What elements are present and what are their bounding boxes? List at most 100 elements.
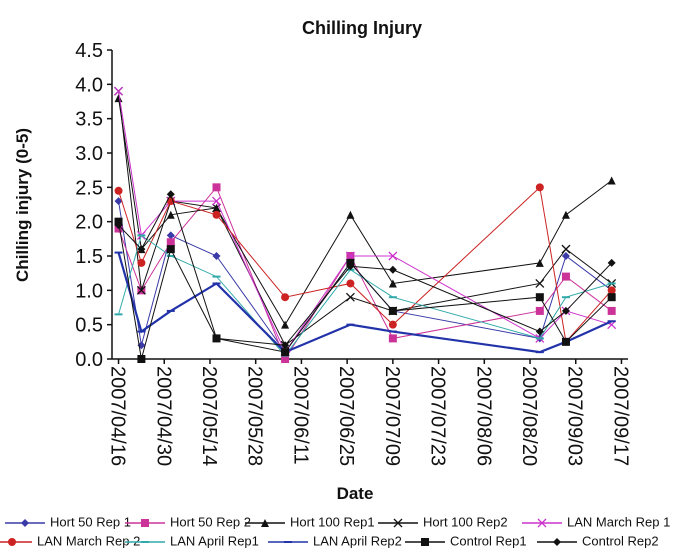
marker: [212, 203, 221, 213]
chart-title: Chilling Injury: [302, 18, 422, 38]
x-tick-label: 2007/04/30: [152, 366, 174, 466]
y-tick-label: 3.0: [75, 143, 103, 165]
legend-label: Hort 50 Rep 2: [170, 514, 251, 529]
marker: [141, 519, 149, 527]
marker: [607, 286, 616, 295]
marker: [607, 176, 616, 185]
legend-label: Hort 100 Rep1: [290, 514, 375, 529]
marker: [607, 293, 616, 302]
series-line: [118, 234, 612, 357]
marker: [345, 292, 355, 302]
marker: [607, 258, 616, 267]
marker: [537, 518, 547, 528]
marker: [137, 258, 146, 267]
marker: [281, 320, 290, 329]
marker: [561, 337, 570, 346]
marker: [137, 245, 146, 254]
marker: [561, 244, 571, 254]
marker: [137, 355, 146, 363]
marker: [114, 221, 123, 230]
marker: [388, 265, 397, 274]
x-tick-label: 2007/07/23: [427, 366, 449, 466]
marker: [166, 210, 175, 219]
marker: [561, 272, 570, 281]
marker: [136, 285, 146, 295]
legend-label: Hort 50 Rep 1: [50, 514, 131, 529]
marker: [535, 293, 544, 302]
y-tick-label: 1.0: [75, 280, 103, 302]
marker: [535, 327, 544, 336]
series-line: [117, 252, 613, 354]
x-tick-label: 2007/07/09: [381, 366, 403, 466]
marker: [345, 251, 355, 261]
y-tick-label: 4.5: [75, 40, 103, 62]
marker: [346, 262, 355, 271]
marker: [535, 306, 544, 315]
marker: [535, 279, 545, 288]
marker: [166, 190, 175, 199]
marker: [21, 519, 29, 527]
legend-label: LAN April Rep2: [313, 533, 402, 548]
marker: [393, 518, 403, 528]
series-line: [118, 192, 613, 346]
x-tick-label: 2007/09/03: [564, 366, 586, 466]
marker: [561, 306, 570, 315]
marker: [388, 334, 397, 343]
marker: [261, 519, 269, 527]
legend-label: Hort 100 Rep2: [423, 514, 508, 529]
x-tick-label: 2007/05/14: [198, 366, 220, 466]
y-tick-label: 0.0: [75, 349, 103, 371]
marker: [346, 279, 355, 288]
marker: [114, 197, 123, 206]
marker: [388, 306, 397, 315]
y-tick-label: 4.0: [75, 74, 103, 96]
marker: [166, 238, 175, 247]
x-tick-label: 2007/04/16: [107, 366, 129, 466]
x-tick-label: 2007/05/28: [244, 366, 266, 466]
x-tick-label: 2007/06/11: [289, 366, 311, 465]
marker: [281, 348, 290, 357]
y-tick-label: 3.5: [75, 109, 103, 131]
marker: [535, 183, 544, 192]
marker: [561, 252, 570, 260]
marker: [346, 210, 355, 219]
marker: [114, 94, 123, 103]
marker: [421, 538, 429, 546]
x-axis-label: Date: [337, 484, 374, 503]
series-line: [118, 200, 612, 353]
series-line: [118, 221, 613, 360]
y-tick-label: 1.5: [75, 246, 103, 268]
marker: [281, 293, 290, 302]
legend-label: LAN March Rep 1: [567, 514, 670, 529]
marker: [212, 334, 221, 343]
marker: [388, 279, 397, 288]
marker: [8, 538, 16, 546]
x-tick-label: 2007/09/17: [609, 366, 631, 466]
marker: [388, 320, 397, 329]
y-tick-label: 2.5: [75, 177, 103, 199]
y-axis-label: Chilling injury (0-5): [13, 128, 32, 282]
marker: [114, 186, 123, 195]
series-line: [118, 91, 612, 354]
legend-label: LAN March Rep 2: [37, 533, 140, 548]
series-line: [118, 186, 613, 343]
marker: [281, 355, 290, 363]
y-tick-label: 0.5: [75, 315, 103, 337]
marker: [212, 196, 221, 206]
legend-label: Control Rep1: [450, 533, 527, 548]
marker: [561, 210, 570, 219]
marker: [114, 86, 123, 96]
marker: [388, 251, 398, 261]
x-tick-label: 2007/08/20: [518, 366, 540, 466]
marker: [553, 538, 561, 546]
x-tick-label: 2007/08/06: [472, 366, 494, 466]
marker: [166, 231, 175, 240]
legend-label: LAN April Rep1: [170, 533, 259, 548]
marker: [281, 341, 290, 350]
marker: [212, 210, 221, 219]
y-tick-label: 2.0: [75, 212, 103, 234]
marker: [535, 258, 544, 267]
marker: [607, 306, 616, 315]
x-tick-label: 2007/06/25: [335, 366, 357, 466]
